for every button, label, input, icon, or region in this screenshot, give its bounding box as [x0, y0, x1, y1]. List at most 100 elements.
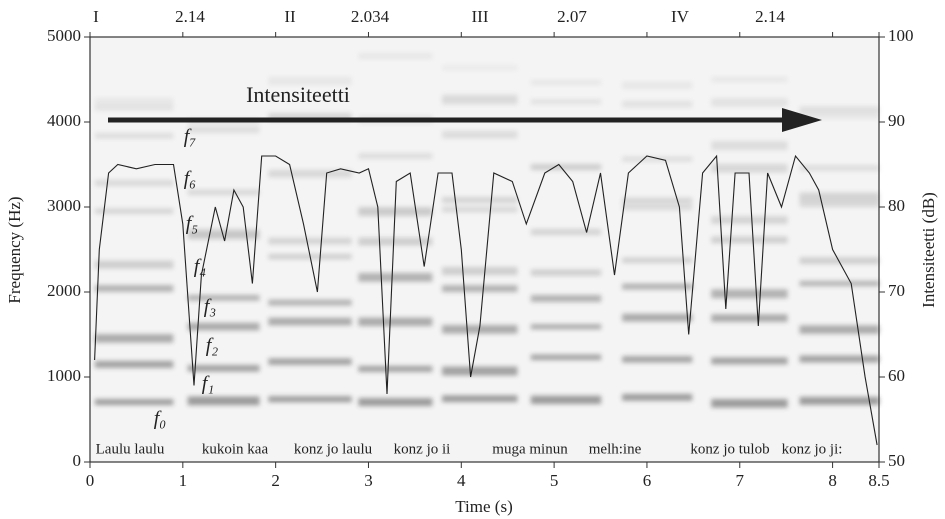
y2-tick-label: 90 — [888, 111, 905, 130]
y2-axis-label: Intensiteetti (dB) — [919, 192, 938, 308]
spectral-band — [711, 216, 788, 224]
x-tick-label: 2 — [271, 471, 280, 490]
spectral-band — [622, 283, 693, 290]
spectral-band — [711, 76, 788, 83]
spectral-band — [711, 141, 788, 151]
harmonic-label: f₅ — [186, 213, 199, 235]
spectral-band — [268, 358, 352, 365]
top-label: I — [93, 7, 99, 26]
harmonic-label: f₇ — [184, 126, 197, 148]
top-label: III — [472, 7, 489, 26]
arrow-label: Intensiteetti — [246, 82, 350, 107]
spectral-band — [530, 165, 602, 171]
x-tick-label: 4 — [457, 471, 466, 490]
top-label: 2.034 — [351, 7, 390, 26]
spectral-band — [799, 199, 880, 208]
spectral-band — [94, 180, 174, 187]
spectral-band — [94, 132, 174, 139]
spectral-band — [799, 106, 880, 113]
spectral-band — [94, 260, 174, 269]
spectral-band — [530, 354, 602, 361]
spectral-band — [187, 126, 260, 133]
x-tick-label: 0 — [86, 471, 95, 490]
spectral-band — [799, 355, 880, 363]
top-label: 2.14 — [175, 7, 205, 26]
spectral-band — [94, 97, 174, 104]
spectral-band — [442, 196, 518, 204]
spectral-band — [187, 322, 260, 331]
spectral-band — [711, 98, 788, 107]
spectral-band — [94, 208, 174, 214]
spectral-band — [530, 295, 602, 303]
y-tick-label: 1000 — [47, 366, 81, 385]
spectral-band — [268, 76, 352, 86]
spectral-band — [94, 103, 174, 111]
spectral-band — [622, 204, 693, 210]
spectral-band — [268, 112, 352, 120]
spectral-band — [442, 206, 518, 213]
spectral-band — [711, 314, 788, 322]
spectral-band — [530, 395, 602, 405]
spectral-band — [799, 280, 880, 287]
y-tick-label: 2000 — [47, 281, 81, 300]
top-label: 2.14 — [755, 7, 785, 26]
spectral-band — [94, 285, 174, 292]
spectral-band — [530, 228, 602, 236]
top-label: IV — [671, 7, 690, 26]
x-tick-label: 3 — [364, 471, 373, 490]
spectral-band — [268, 317, 352, 326]
spectral-band — [358, 365, 433, 372]
spectral-band — [187, 295, 260, 301]
phrase-label: konz jo tulob — [690, 441, 769, 457]
spectral-band — [530, 99, 602, 105]
spectral-band — [799, 325, 880, 334]
spectral-band — [268, 299, 352, 306]
y-tick-label: 0 — [73, 451, 82, 470]
harmonic-label: f₁ — [202, 373, 215, 395]
x-tick-label: 5 — [550, 471, 559, 490]
phrase-label: Laulu laulu — [96, 441, 165, 457]
intensity-line — [94, 154, 878, 446]
spectral-band — [268, 396, 352, 403]
x-tick-label: 1 — [179, 471, 188, 490]
spectral-band — [622, 197, 693, 204]
harmonic-label: f₄ — [194, 256, 207, 278]
spectral-band — [711, 163, 788, 173]
x-axis-label: Time (s) — [455, 497, 512, 516]
spectral-band — [187, 189, 260, 196]
spectral-band — [799, 165, 880, 172]
y-tick-label: 3000 — [47, 196, 81, 215]
spectral-band — [358, 273, 433, 282]
spectral-band — [530, 269, 602, 276]
spectral-band — [622, 356, 693, 363]
y-tick-label: 4000 — [47, 111, 81, 130]
plot — [84, 32, 885, 468]
phrase-label: konz jo ji: — [782, 441, 843, 457]
spectral-band — [442, 65, 518, 71]
phrase-label: konz jo ii — [394, 441, 451, 457]
y2-tick-label: 60 — [888, 366, 905, 385]
spectral-band — [358, 153, 433, 159]
y2-tick-label: 50 — [888, 451, 905, 470]
y2-tick-label: 70 — [888, 281, 905, 300]
spectrogram-background — [90, 37, 879, 462]
spectral-band — [530, 324, 602, 330]
spectral-band — [442, 266, 518, 276]
harmonic-label: f₆ — [184, 168, 197, 190]
spectral-band — [799, 110, 880, 120]
spectral-band — [358, 398, 433, 407]
y2-tick-label: 100 — [888, 26, 914, 45]
harmonic-label: f₂ — [206, 335, 219, 357]
phrase-label: konz jo laulu — [294, 441, 373, 457]
spectral-band — [442, 93, 518, 102]
spectral-band — [268, 237, 352, 245]
spectral-band — [94, 399, 174, 406]
spectral-band — [711, 399, 788, 408]
top-label: 2.07 — [557, 7, 587, 26]
x-tick-label: 8.5 — [868, 471, 889, 490]
spectral-band — [622, 156, 693, 162]
y-tick-label: 5000 — [47, 26, 81, 45]
spectral-band — [711, 357, 788, 365]
x-tick-label: 6 — [643, 471, 652, 490]
